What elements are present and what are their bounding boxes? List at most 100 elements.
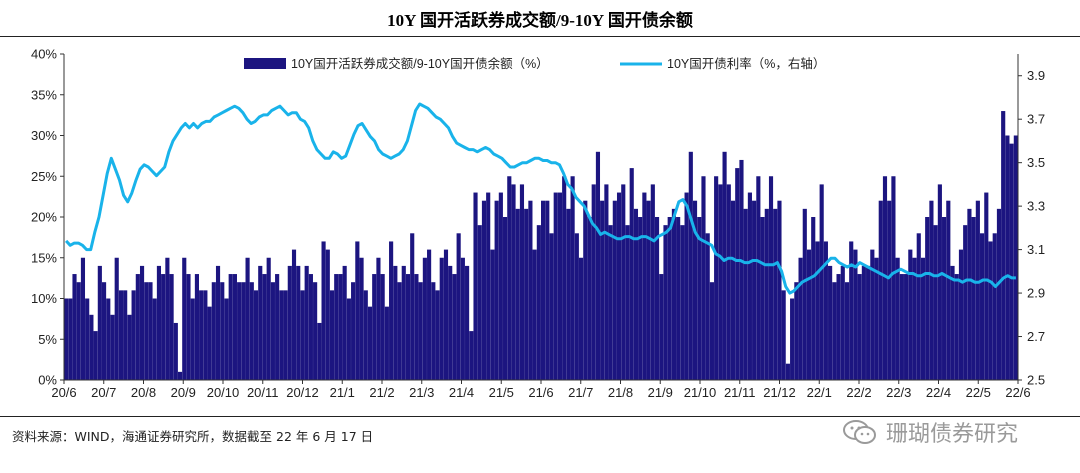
bar: [1001, 111, 1006, 381]
bar: [363, 290, 368, 380]
bar: [443, 249, 449, 380]
bar: [165, 257, 170, 380]
bar: [262, 274, 267, 380]
x-tick-label: 22/2: [846, 385, 871, 400]
bar: [562, 176, 567, 380]
bar: [785, 363, 790, 380]
bar: [692, 200, 698, 380]
bar: [237, 282, 242, 380]
bar: [296, 265, 301, 380]
bar: [232, 274, 237, 380]
bar: [984, 192, 989, 380]
x-tick-label: 21/10: [684, 385, 717, 400]
right-tick-label: 2.9: [1027, 286, 1045, 301]
bar: [367, 306, 373, 380]
bar: [448, 265, 453, 380]
left-tick-label: 25%: [31, 169, 57, 184]
bar: [853, 249, 858, 380]
legend-bar-swatch: [244, 58, 286, 69]
bar: [773, 208, 778, 380]
bar: [790, 298, 795, 380]
bar: [735, 168, 740, 380]
bar: [431, 282, 436, 380]
bar: [139, 265, 145, 380]
bar: [224, 298, 229, 380]
bar: [465, 265, 470, 380]
bar: [194, 274, 199, 380]
bar: [726, 184, 731, 380]
bar: [266, 257, 271, 380]
bar: [401, 265, 406, 380]
bar: [574, 233, 579, 380]
bar: [887, 200, 892, 380]
bar: [118, 290, 124, 380]
bar: [287, 265, 292, 380]
x-tick-label: 22/1: [807, 385, 832, 400]
bar: [528, 200, 533, 380]
bar: [849, 241, 854, 380]
bar: [654, 217, 660, 380]
bar: [676, 217, 681, 380]
bar: [338, 274, 343, 380]
bar: [819, 184, 824, 380]
bar: [633, 208, 639, 380]
bar: [148, 282, 153, 380]
bar: [203, 290, 208, 380]
bar: [545, 200, 550, 380]
bar: [794, 282, 799, 380]
bar: [173, 322, 178, 380]
x-tick-label: 21/2: [369, 385, 394, 400]
bar: [329, 290, 335, 380]
bar: [177, 371, 183, 380]
bar: [127, 314, 132, 380]
bar: [384, 306, 389, 380]
x-tick-label: 21/3: [409, 385, 434, 400]
x-tick-label: 20/8: [131, 385, 156, 400]
bar: [929, 200, 934, 380]
bar: [283, 290, 288, 380]
bar: [908, 249, 913, 380]
left-tick-label: 15%: [31, 250, 57, 265]
bar: [705, 233, 710, 380]
bar: [80, 257, 86, 380]
bar: [739, 159, 744, 380]
bar: [671, 208, 676, 380]
bar: [72, 274, 77, 380]
bar: [836, 274, 841, 380]
bar: [697, 217, 702, 380]
bar: [182, 257, 187, 380]
bar: [701, 176, 706, 380]
x-tick-label: 22/3: [886, 385, 911, 400]
bar: [1005, 135, 1010, 380]
bar: [798, 257, 803, 380]
bar: [764, 208, 769, 380]
bar: [317, 322, 322, 380]
bar: [481, 200, 487, 380]
x-tick-label: 20/9: [171, 385, 196, 400]
bar: [760, 217, 765, 380]
bar: [304, 265, 309, 380]
bar: [988, 241, 993, 380]
bar: [549, 233, 554, 380]
bar: [397, 282, 402, 380]
right-tick-label: 2.5: [1027, 373, 1045, 388]
bar: [920, 257, 926, 380]
bar: [519, 184, 525, 380]
x-tick-label: 22/6: [1005, 385, 1030, 400]
bar: [612, 200, 617, 380]
bar: [503, 217, 508, 380]
source-note: 资料来源：WIND，海通证券研究所，数据截至 22 年 6 月 17 日: [12, 429, 374, 444]
left-tick-label: 35%: [31, 87, 57, 102]
bar: [89, 314, 94, 380]
bar: [460, 257, 465, 380]
bar: [346, 298, 351, 380]
bar: [967, 208, 972, 380]
bar: [101, 282, 107, 380]
bar: [709, 282, 714, 380]
bar: [279, 290, 284, 380]
bar: [68, 298, 73, 380]
bar: [241, 282, 246, 380]
bar: [980, 233, 985, 380]
bar-series: [64, 111, 1018, 381]
bar: [857, 274, 862, 380]
